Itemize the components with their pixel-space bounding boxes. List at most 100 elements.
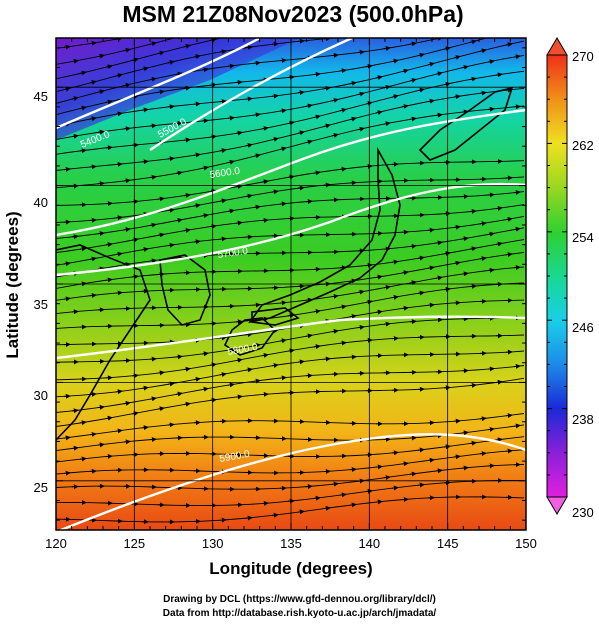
streamline	[56, 38, 339, 93]
wind-arrow	[279, 146, 287, 152]
wind-arrow	[149, 258, 157, 264]
wind-arrow	[131, 411, 139, 417]
wind-arrow	[115, 428, 123, 434]
wind-arrow	[479, 90, 487, 96]
wind-arrow	[417, 87, 425, 93]
streamline	[56, 413, 525, 440]
wind-arrow	[435, 112, 443, 118]
wind-arrow	[495, 437, 503, 443]
wind-arrow	[461, 271, 469, 277]
x-tick-label: 140	[358, 536, 380, 551]
wind-arrow	[488, 25, 494, 27]
wind-arrow	[89, 292, 97, 298]
wind-arrow	[141, 66, 149, 72]
wind-arrow	[487, 426, 495, 432]
coastline	[56, 244, 151, 441]
height-contours	[56, 38, 526, 530]
wind-arrow	[71, 408, 79, 414]
colorbar-min-arrow	[546, 496, 568, 515]
colorbar-label-230: 230	[572, 505, 594, 520]
wind-arrow	[461, 465, 469, 471]
height-contour	[149, 38, 353, 151]
wind-arrow	[469, 283, 477, 289]
wind-arrow	[313, 495, 321, 501]
colorbar-label-254: 254	[572, 230, 594, 245]
wind-arrow	[427, 457, 435, 463]
wind-arrow	[513, 54, 521, 60]
wind-arrow	[391, 58, 399, 64]
wind-arrow	[219, 148, 227, 154]
wind-arrow	[236, 34, 242, 35]
contour-label-5800: 5800.0	[227, 342, 259, 358]
wind-arrow	[183, 137, 191, 143]
wind-arrow	[193, 376, 201, 382]
wind-arrow	[63, 296, 71, 302]
streamline	[56, 38, 176, 65]
wind-arrow	[375, 499, 383, 505]
wind-arrow	[375, 464, 383, 470]
wind-arrow	[89, 116, 97, 122]
wind-arrow	[105, 415, 113, 421]
wind-arrow	[235, 79, 243, 85]
contour-label-5700: 5700.0	[217, 246, 249, 261]
wind-arrow	[235, 357, 243, 363]
wind-arrow	[495, 205, 503, 211]
wind-arrow	[375, 110, 383, 115]
wind-arrow	[105, 99, 113, 105]
wind-arrow	[235, 130, 243, 136]
wind-arrow	[79, 148, 87, 154]
wind-arrow	[167, 207, 175, 213]
wind-arrow	[193, 54, 201, 60]
wind-arrow	[479, 256, 487, 262]
wind-arrow	[219, 49, 227, 55]
wind-arrow	[339, 166, 347, 172]
wind-arrow	[409, 280, 417, 286]
wind-arrow	[79, 420, 87, 426]
wind-arrow	[487, 231, 495, 237]
wind-arrow	[479, 221, 487, 227]
wind-arrow	[235, 220, 243, 226]
wind-arrow	[115, 290, 123, 296]
wind-arrow	[376, 33, 382, 34]
wind-arrow	[167, 381, 175, 387]
wind-arrow	[167, 422, 175, 428]
streamline	[56, 449, 525, 475]
wind-arrow	[253, 204, 261, 210]
wind-arrow	[401, 68, 409, 74]
height-contour	[56, 38, 261, 130]
wind-arrow	[131, 237, 139, 243]
wind-arrow	[383, 46, 391, 51]
wind-arrow	[175, 120, 183, 126]
wind-arrow	[227, 159, 235, 165]
wind-arrow	[349, 313, 357, 319]
wind-arrow	[279, 300, 287, 306]
wind-arrow	[391, 294, 399, 300]
wind-arrow	[331, 481, 339, 487]
wind-arrow	[175, 217, 183, 223]
wind-arrow	[479, 416, 487, 422]
wind-arrow	[506, 8, 512, 10]
streamline	[56, 251, 525, 301]
wind-arrow	[331, 52, 339, 58]
wind-arrow	[123, 126, 131, 132]
wind-arrow	[323, 123, 331, 129]
wind-arrow	[253, 112, 261, 118]
colorbar-label-262: 262	[572, 138, 594, 153]
wind-arrow	[443, 385, 451, 391]
wind-arrow	[227, 382, 235, 388]
wind-arrow	[401, 305, 409, 311]
wind-arrow	[202, 29, 208, 31]
wind-arrow	[279, 108, 287, 114]
plot-area	[56, 8, 526, 530]
y-tick-label: 40	[34, 195, 48, 210]
wind-arrow	[417, 52, 425, 58]
wind-arrow	[391, 450, 399, 456]
wind-arrow	[487, 106, 495, 112]
wind-arrow	[271, 189, 279, 195]
wind-arrow	[409, 471, 417, 477]
wind-arrow	[89, 40, 97, 46]
map-title: MSM 21Z08Nov2023 (500.0hPa)	[122, 1, 463, 27]
wind-arrow	[375, 75, 383, 80]
wind-arrow	[435, 71, 443, 77]
